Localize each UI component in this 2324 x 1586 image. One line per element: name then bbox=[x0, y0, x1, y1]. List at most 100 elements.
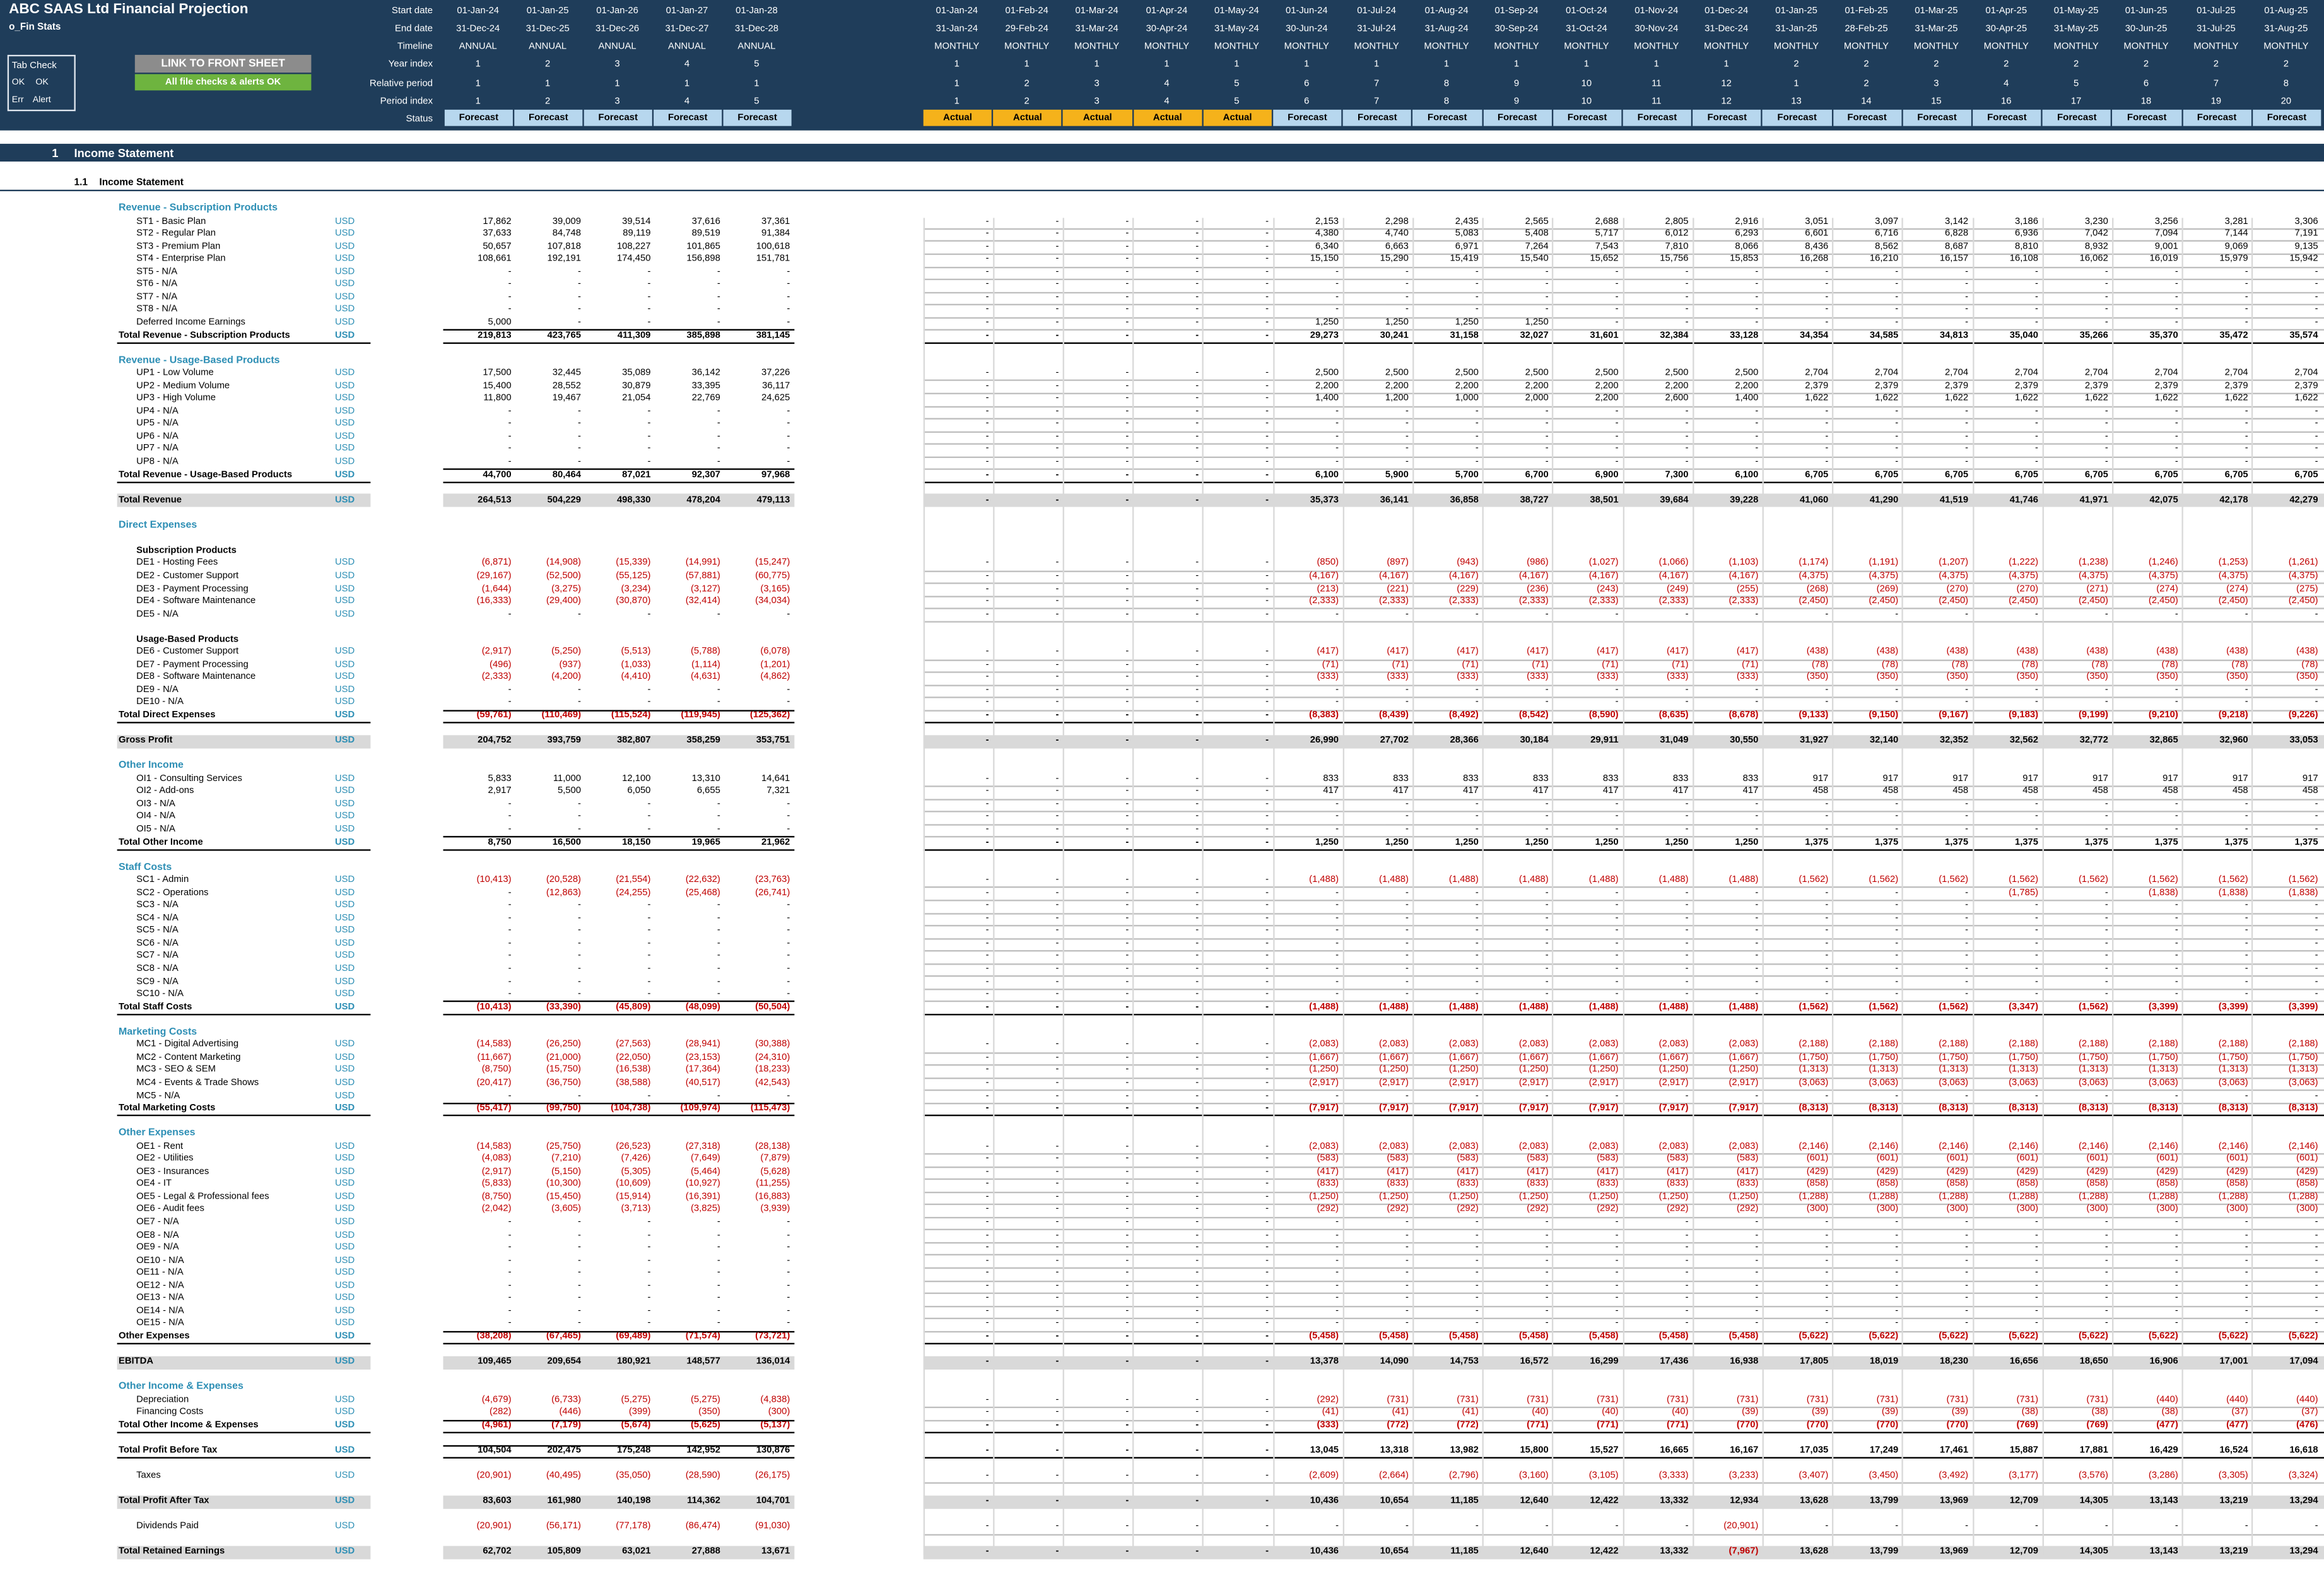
monthly-value: (78) bbox=[1951, 659, 1969, 670]
monthly-value: (4,167) bbox=[1728, 570, 1759, 581]
monthly-value: - bbox=[1825, 443, 1829, 454]
monthly-value: (770) bbox=[1876, 1419, 1899, 1430]
monthly-value: - bbox=[2315, 456, 2318, 467]
link-to-front-sheet-button[interactable]: LINK TO FRONT SHEET bbox=[134, 54, 312, 73]
monthly-value: (2,664) bbox=[1379, 1470, 1409, 1481]
annual-value: - bbox=[578, 1216, 582, 1228]
monthly-value: - bbox=[2245, 291, 2248, 302]
monthly-value: 28,366 bbox=[1450, 735, 1479, 746]
total-rule bbox=[117, 1115, 371, 1117]
monthly-value: - bbox=[2174, 1318, 2178, 1329]
section-band: 1 Income Statement bbox=[0, 143, 2324, 162]
annual-value: 24,625 bbox=[761, 393, 790, 404]
annual-value: (57,881) bbox=[685, 570, 720, 581]
column-separator bbox=[992, 218, 994, 1555]
row-unit: USD bbox=[334, 1394, 355, 1405]
file-checks-status-button[interactable]: All file checks & alerts OK bbox=[134, 74, 312, 91]
monthly-value: (2,450) bbox=[2009, 596, 2039, 607]
monthly-value: (40) bbox=[1672, 1407, 1689, 1418]
monthly-value: - bbox=[1965, 989, 1969, 999]
monthly-value: - bbox=[1685, 1230, 1689, 1240]
period-year-index: 1 bbox=[1094, 59, 1100, 70]
monthly-value: - bbox=[1125, 1090, 1129, 1101]
monthly-value: (300) bbox=[2156, 1204, 2178, 1215]
row-label: DE2 - Customer Support bbox=[136, 570, 239, 581]
annual-value: - bbox=[787, 697, 790, 708]
monthly-value: (38) bbox=[2021, 1407, 2039, 1418]
monthly-value: (1,313) bbox=[1939, 1064, 1969, 1076]
annual-value: (1,201) bbox=[760, 659, 790, 670]
period-period-index: 4 bbox=[1164, 96, 1170, 107]
monthly-value: - bbox=[2174, 1280, 2178, 1291]
monthly-value: (4,167) bbox=[1448, 570, 1479, 581]
monthly-value: (601) bbox=[2156, 1153, 2178, 1164]
period-timeline: ANNUAL bbox=[598, 41, 637, 52]
period-status: Forecast bbox=[1482, 109, 1552, 126]
monthly-value: - bbox=[2104, 963, 2108, 974]
annual-value: - bbox=[787, 1293, 790, 1303]
monthly-value: (71) bbox=[1322, 659, 1339, 670]
row-unit: USD bbox=[334, 1166, 355, 1177]
monthly-value: (2,146) bbox=[2218, 1141, 2248, 1151]
monthly-value: (601) bbox=[2016, 1153, 2039, 1164]
monthly-value: (3,399) bbox=[2288, 1001, 2318, 1012]
monthly-value: 35,040 bbox=[2009, 329, 2039, 341]
total-rule bbox=[443, 1330, 795, 1332]
monthly-value: - bbox=[1545, 989, 1549, 999]
row-label: Taxes bbox=[136, 1470, 161, 1481]
monthly-value: - bbox=[1265, 456, 1269, 467]
monthly-value: - bbox=[1125, 1407, 1129, 1418]
column-separator bbox=[1902, 218, 1904, 1555]
monthly-value: (274) bbox=[2226, 583, 2248, 594]
monthly-value: (429) bbox=[2226, 1166, 2248, 1177]
monthly-value: - bbox=[1055, 900, 1059, 911]
monthly-value: 18,019 bbox=[1869, 1356, 1899, 1367]
monthly-value: (1,667) bbox=[1518, 1052, 1549, 1063]
monthly-value: - bbox=[1405, 456, 1409, 467]
monthly-value: - bbox=[1825, 456, 1829, 467]
annual-value: 37,633 bbox=[483, 228, 512, 239]
monthly-value: - bbox=[1685, 266, 1689, 277]
monthly-value: (770) bbox=[1736, 1419, 1759, 1430]
annual-value: (15,450) bbox=[546, 1191, 582, 1202]
annual-value: (5,513) bbox=[621, 646, 651, 657]
monthly-value: - bbox=[1405, 1242, 1409, 1253]
monthly-value: (440) bbox=[2296, 1394, 2318, 1405]
monthly-value: - bbox=[985, 710, 989, 720]
monthly-value: 417 bbox=[1463, 785, 1479, 797]
monthly-value: - bbox=[1195, 279, 1199, 290]
monthly-value: 31,601 bbox=[1590, 329, 1619, 341]
monthly-value: - bbox=[1685, 1280, 1689, 1291]
monthly-value: (417) bbox=[1317, 1166, 1339, 1177]
period-end: 30-Apr-24 bbox=[1146, 23, 1188, 35]
annual-value: (26,741) bbox=[755, 887, 790, 898]
monthly-value: - bbox=[985, 799, 989, 809]
monthly-value: - bbox=[1055, 799, 1059, 809]
annual-value: 7,321 bbox=[766, 785, 790, 797]
monthly-value: - bbox=[1685, 1255, 1689, 1266]
monthly-value: 1,375 bbox=[1945, 837, 1969, 847]
monthly-value: 417 bbox=[1393, 785, 1409, 797]
annual-value: - bbox=[717, 304, 720, 315]
monthly-value: - bbox=[1615, 291, 1619, 302]
total-rule bbox=[117, 1431, 371, 1433]
monthly-value: - bbox=[2035, 1230, 2039, 1240]
annual-value: 140,198 bbox=[616, 1495, 651, 1507]
monthly-value: (292) bbox=[1666, 1204, 1689, 1215]
annual-value: 12,100 bbox=[622, 773, 651, 784]
monthly-value: - bbox=[1685, 279, 1689, 290]
monthly-value: - bbox=[2104, 1318, 2108, 1329]
monthly-value: 16,167 bbox=[1730, 1445, 1759, 1455]
monthly-value: - bbox=[1265, 1330, 1269, 1342]
monthly-value: - bbox=[1125, 1546, 1129, 1557]
monthly-value: (2,146) bbox=[2148, 1141, 2178, 1151]
monthly-value: - bbox=[1615, 443, 1619, 454]
monthly-value: (429) bbox=[2086, 1166, 2108, 1177]
monthly-value: - bbox=[1755, 887, 1759, 898]
monthly-value: (1,750) bbox=[2078, 1052, 2108, 1063]
monthly-value: (39) bbox=[1811, 1407, 1829, 1418]
period-start: 01-Mar-24 bbox=[1075, 6, 1118, 16]
monthly-value: 1,622 bbox=[2154, 393, 2178, 404]
monthly-value: - bbox=[1265, 596, 1269, 607]
monthly-value: - bbox=[1055, 228, 1059, 239]
